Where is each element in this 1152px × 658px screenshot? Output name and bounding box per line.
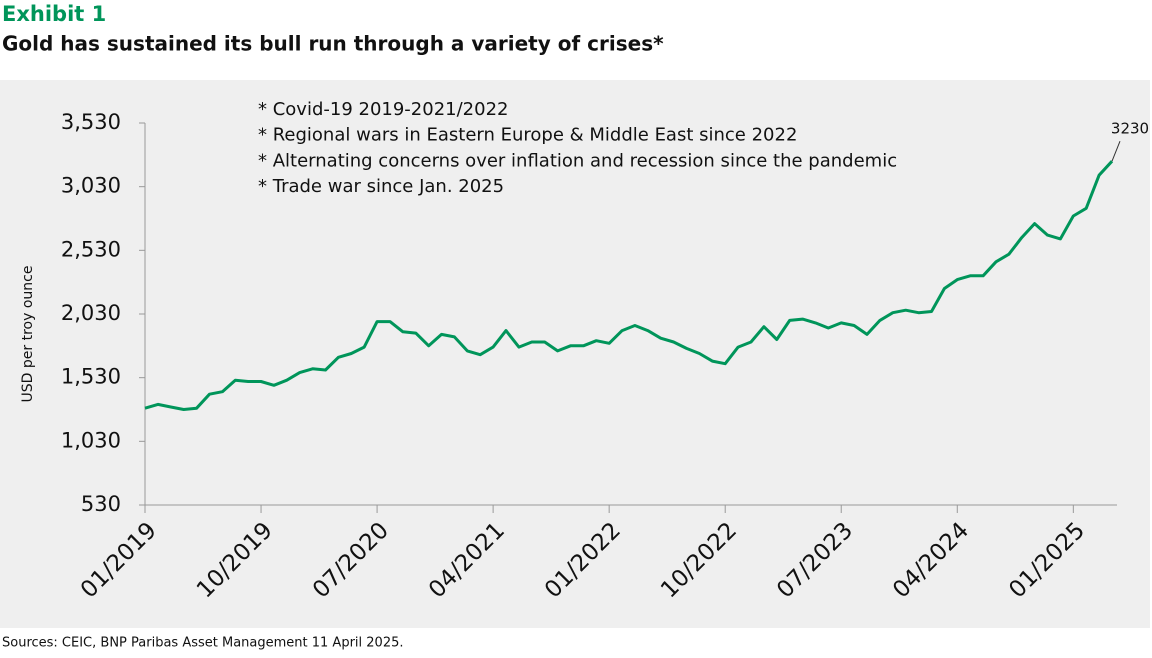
plot-panel (0, 80, 1150, 628)
annotation: * Covid-19 2019-2021/2022 (258, 99, 509, 120)
annotation: * Alternating concerns over inflation an… (258, 150, 897, 171)
y-tick-label: 530 (81, 492, 121, 516)
y-tick-label: 1,030 (61, 428, 121, 452)
y-tick-label: 3,530 (61, 110, 121, 134)
y-tick-label: 1,530 (61, 365, 121, 389)
source-note: Sources: CEIC, BNP Paribas Asset Managem… (2, 636, 404, 651)
exhibit-label: Exhibit 1 (2, 2, 106, 26)
y-tick-label: 2,030 (61, 301, 121, 325)
label-leader (1111, 141, 1121, 162)
annotation: * Trade war since Jan. 2025 (258, 176, 504, 197)
y-tick-label: 3,030 (61, 174, 121, 198)
y-axis-label: USD per troy ounce (20, 266, 36, 403)
annotation: * Regional wars in Eastern Europe & Midd… (258, 125, 797, 146)
y-tick-label: 2,530 (61, 237, 121, 261)
chart-title: Gold has sustained its bull run through … (2, 32, 664, 56)
price-line (144, 160, 1114, 411)
value-label: 3230 (1111, 120, 1149, 138)
